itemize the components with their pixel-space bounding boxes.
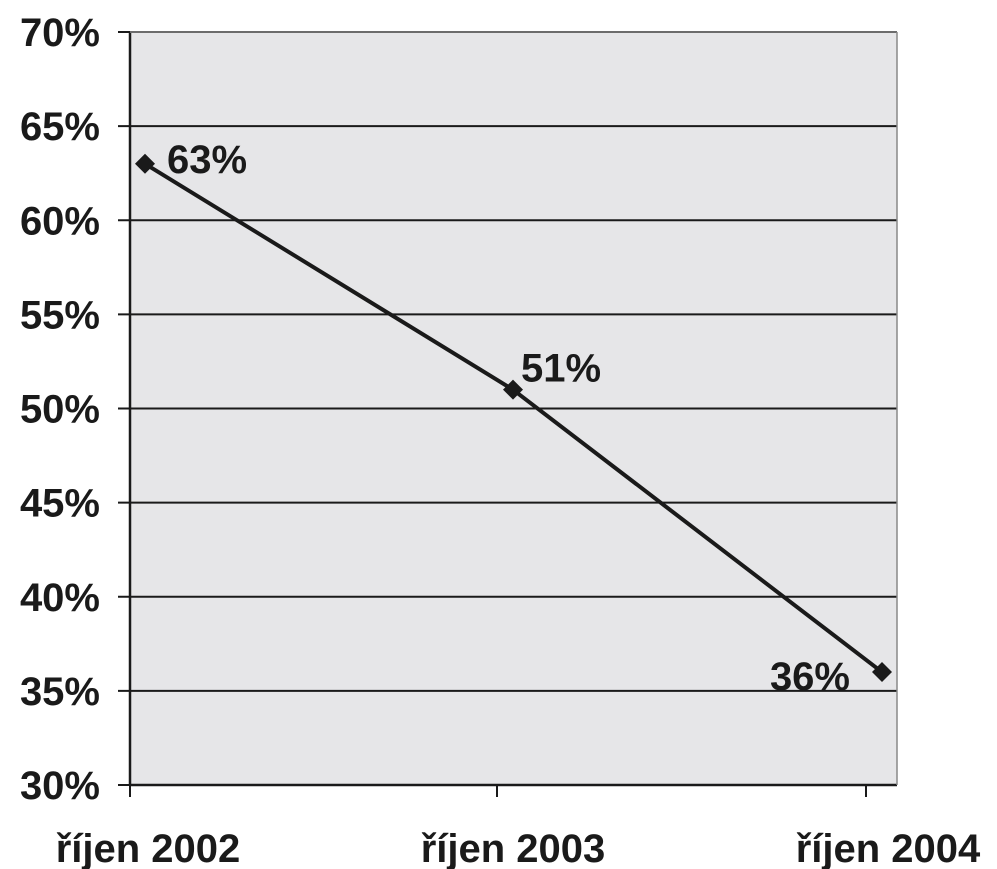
y-tick-label: 70% [20, 11, 100, 55]
y-axis-ticks: 30% 35% 40% 45% 50% 55% 60% 65% 70% [20, 11, 130, 808]
y-tick-label: 60% [20, 199, 100, 243]
y-tick-label: 35% [20, 670, 100, 714]
axes [128, 31, 898, 787]
data-labels: 63% 51% 36% [167, 138, 850, 699]
series [135, 153, 892, 683]
y-tick-label: 40% [20, 576, 100, 620]
y-tick-label: 65% [20, 105, 100, 149]
x-tick-label: říjen 2002 [56, 827, 241, 869]
y-tick-label: 50% [20, 388, 100, 432]
data-label: 36% [770, 655, 850, 699]
data-point-marker [872, 662, 892, 683]
y-tick-label: 45% [20, 482, 100, 526]
data-label: 51% [521, 347, 601, 391]
x-tick-label: říjen 2004 [796, 827, 981, 869]
y-tick-label: 55% [20, 293, 100, 337]
y-tick-label: 30% [20, 764, 100, 808]
data-point-marker [135, 153, 155, 174]
data-point-marker [503, 379, 523, 400]
data-label: 63% [167, 138, 247, 182]
x-tick-label: říjen 2003 [421, 827, 606, 869]
x-axis-ticks: říjen 2002 říjen 2003 říjen 2004 [56, 785, 981, 869]
